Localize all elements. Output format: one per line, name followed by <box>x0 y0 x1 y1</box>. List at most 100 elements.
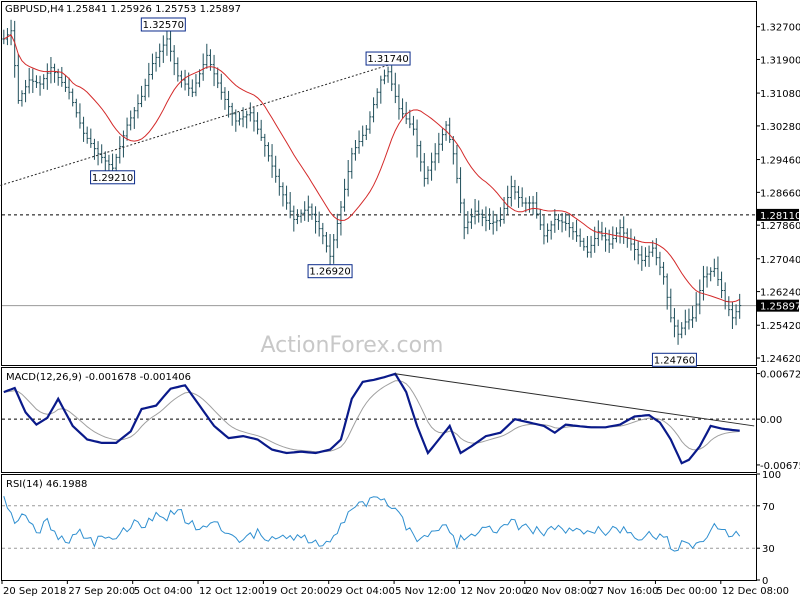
x-tick-label: 5 Nov 12:00 <box>395 586 456 597</box>
x-tick-label: 29 Oct 04:00 <box>330 586 395 597</box>
price-bar <box>368 111 372 134</box>
price-bar <box>248 102 252 122</box>
price-bar <box>324 232 328 253</box>
price-bar <box>24 79 28 103</box>
price-bar <box>415 119 419 158</box>
price-bar <box>524 197 528 213</box>
annotation-box <box>90 170 136 185</box>
axes: 1.32700 1.31900 1.31080 1.30280 1.29460 1.286… <box>1 23 800 597</box>
price-bar <box>38 75 42 96</box>
price-bar <box>20 90 24 107</box>
price-bar <box>426 166 430 185</box>
price-bar <box>419 140 423 172</box>
annotation-box <box>365 51 411 66</box>
annotation: 1.32570 <box>140 17 186 32</box>
price-bar <box>263 133 267 157</box>
price-axis-tick-label: 1.25420 <box>760 321 800 332</box>
price-bar <box>67 77 71 100</box>
rsi-panel <box>3 496 741 552</box>
price-bar <box>27 67 31 94</box>
price-bar <box>353 140 357 161</box>
price-axis-tick-label: 1.28660 <box>760 188 800 199</box>
watermark: ActionForex.com <box>261 333 444 358</box>
macd-line <box>3 372 740 465</box>
price-bar <box>299 209 303 223</box>
price-bar <box>78 103 82 129</box>
price-bar <box>495 214 499 232</box>
price-bar <box>212 54 216 87</box>
price-bar <box>633 236 637 261</box>
x-tick-label: 5 Dec 00:00 <box>656 586 717 597</box>
price-bar <box>448 117 452 143</box>
price-bar <box>672 308 676 338</box>
price-bar <box>542 215 546 245</box>
price-bar <box>535 192 539 219</box>
price-bar <box>158 43 162 68</box>
annotation-label: 1.26920 <box>309 267 350 278</box>
annotation: 1.29210 <box>90 170 136 185</box>
price-bar <box>665 273 669 310</box>
price-bar <box>161 35 165 63</box>
price-bar <box>422 153 426 187</box>
price-bar <box>604 227 608 252</box>
price-bar <box>237 112 241 126</box>
price-bar <box>643 247 647 267</box>
price-bar <box>85 126 89 144</box>
price-bar <box>658 251 662 276</box>
price-bar <box>691 305 695 328</box>
x-tick-label: 20 Nov 08:00 <box>526 586 593 597</box>
price-bar <box>288 192 292 219</box>
header-symbol: GBPUSD,H4 <box>5 4 64 15</box>
price-bar <box>183 69 187 91</box>
price-bar <box>53 63 57 83</box>
price-bar <box>393 72 397 104</box>
price-bar <box>462 198 466 240</box>
price-bar <box>176 57 180 82</box>
price-bar <box>709 267 713 282</box>
price-bar <box>60 66 64 87</box>
price-bar <box>346 159 350 197</box>
price-axis-tick-label: 1.31900 <box>760 55 800 66</box>
price-bar <box>201 53 205 81</box>
x-tick-label: 12 Dec 08:00 <box>722 586 789 597</box>
panel-frames <box>1 1 757 581</box>
price-bar <box>198 69 202 88</box>
annotation-box <box>651 352 697 367</box>
price-bar <box>390 65 394 92</box>
price-bar <box>332 234 336 264</box>
price-bar <box>734 304 738 326</box>
price-bar <box>187 72 191 96</box>
price-bar <box>165 29 169 56</box>
price-bar <box>34 75 38 88</box>
price-bar <box>281 182 285 207</box>
price-bar <box>259 119 263 141</box>
rsi-axis-tick-label: 0 <box>762 576 768 587</box>
macd-axis-tick-label: 0.00 <box>760 415 782 426</box>
level-tag: 1.28110 <box>757 208 800 222</box>
price-bar <box>292 205 296 232</box>
price-bar <box>571 222 575 240</box>
price-bar <box>31 68 35 93</box>
price-bar <box>698 279 702 315</box>
price-bar <box>227 90 231 118</box>
price-bar <box>132 107 136 129</box>
price-bar <box>546 223 550 243</box>
price-bar <box>662 261 666 285</box>
price-axis-tick-label: 1.29460 <box>760 156 800 167</box>
x-tick-label: 20 Sep 2018 <box>3 586 66 597</box>
price-bar <box>285 185 289 210</box>
price-bar <box>618 219 622 244</box>
annotation: 1.31740 <box>365 51 411 66</box>
current-price-tag-text: 1.25897 <box>760 302 800 313</box>
price-bar <box>477 200 481 223</box>
price-bar <box>647 245 651 267</box>
price-bar <box>556 213 560 230</box>
price-bar <box>256 112 260 135</box>
price-bar <box>357 130 361 154</box>
price-bar <box>13 20 17 78</box>
price-bar <box>567 214 571 238</box>
price-bar <box>716 256 720 287</box>
price-bars <box>2 19 742 345</box>
price-bar <box>401 98 405 119</box>
price-bar <box>480 209 484 227</box>
